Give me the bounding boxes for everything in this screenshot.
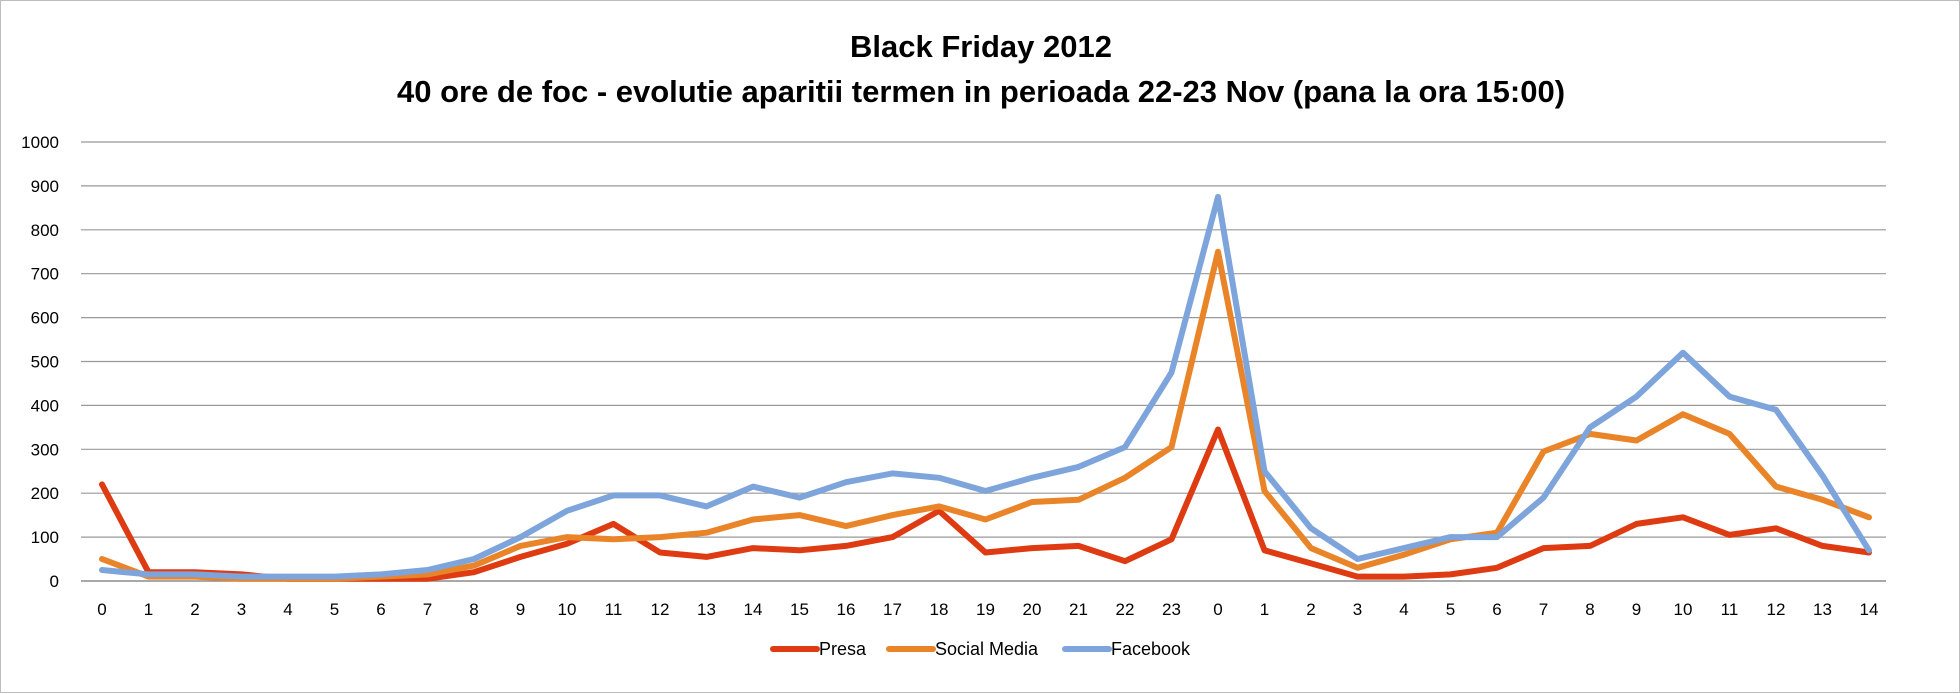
x-tick-label: 22 <box>1116 600 1135 619</box>
y-tick-label: 200 <box>31 484 59 503</box>
x-tick-label: 13 <box>1813 600 1832 619</box>
x-tick-label: 6 <box>376 600 385 619</box>
y-tick-label: 700 <box>31 265 59 284</box>
x-tick-label: 6 <box>1492 600 1501 619</box>
series-line-facebook <box>99 193 1872 580</box>
x-tick-label: 11 <box>605 600 623 619</box>
x-tick-label: 10 <box>558 600 577 619</box>
y-tick-label: 100 <box>31 528 59 547</box>
x-tick-label: 7 <box>423 600 432 619</box>
y-tick-label: 1000 <box>21 133 59 152</box>
x-tick-label: 2 <box>190 600 199 619</box>
x-tick-label: 19 <box>976 600 995 619</box>
series-line-presa <box>99 426 1872 582</box>
gridlines <box>81 141 1886 582</box>
x-tick-label: 5 <box>1446 600 1455 619</box>
x-tick-label: 14 <box>1860 600 1879 619</box>
x-tick-label: 9 <box>1632 600 1641 619</box>
x-tick-label: 1 <box>1260 600 1269 619</box>
x-tick-label: 3 <box>1353 600 1362 619</box>
x-tick-label: 23 <box>1162 600 1181 619</box>
x-tick-label: 20 <box>1023 600 1042 619</box>
x-tick-label: 12 <box>651 600 670 619</box>
x-tick-label: 12 <box>1767 600 1786 619</box>
y-tick-label: 800 <box>31 221 59 240</box>
x-tick-label: 3 <box>237 600 246 619</box>
legend: Presa Social Media Facebook <box>770 639 1191 659</box>
chart-title: Black Friday 2012 <box>850 29 1112 64</box>
x-tick-label: 16 <box>837 600 856 619</box>
legend-label: Social Media <box>935 639 1039 659</box>
y-tick-label: 500 <box>31 353 59 372</box>
x-tick-label: 10 <box>1674 600 1693 619</box>
x-tick-label: 8 <box>469 600 478 619</box>
x-tick-label: 11 <box>1721 600 1739 619</box>
x-tick-label: 4 <box>1399 600 1408 619</box>
x-tick-label: 4 <box>283 600 292 619</box>
chart-subtitle: 40 ore de foc - evolutie aparitii termen… <box>397 74 1565 109</box>
x-tick-label: 14 <box>744 600 763 619</box>
x-tick-label: 5 <box>330 600 339 619</box>
x-tick-label: 7 <box>1539 600 1548 619</box>
x-tick-label: 17 <box>883 600 902 619</box>
series-lines <box>99 193 1872 582</box>
x-tick-label: 13 <box>697 600 716 619</box>
x-tick-label: 0 <box>97 600 106 619</box>
x-axis-ticks: 0 1 2 3 4 5 6 7 8 9 10 11 12 13 14 15 16 17 18 19 20 21 22 23 0 1… <box>97 600 1878 619</box>
y-tick-label: 300 <box>31 440 59 459</box>
x-tick-label: 9 <box>516 600 525 619</box>
x-tick-label: 18 <box>930 600 949 619</box>
y-tick-label: 600 <box>31 309 59 328</box>
x-tick-label: 8 <box>1585 600 1594 619</box>
y-axis-ticks: 0 100 200 300 400 500 600 700 800 900 1000 <box>21 133 59 591</box>
x-tick-label: 2 <box>1306 600 1315 619</box>
y-tick-label: 900 <box>31 177 59 196</box>
legend-label: Facebook <box>1111 639 1191 659</box>
x-tick-label: 0 <box>1213 600 1222 619</box>
y-tick-label: 0 <box>50 572 59 591</box>
x-tick-label: 21 <box>1069 600 1088 619</box>
legend-label: Presa <box>819 639 867 659</box>
x-tick-label: 15 <box>790 600 809 619</box>
x-tick-label: 1 <box>144 600 153 619</box>
y-tick-label: 400 <box>31 396 59 415</box>
